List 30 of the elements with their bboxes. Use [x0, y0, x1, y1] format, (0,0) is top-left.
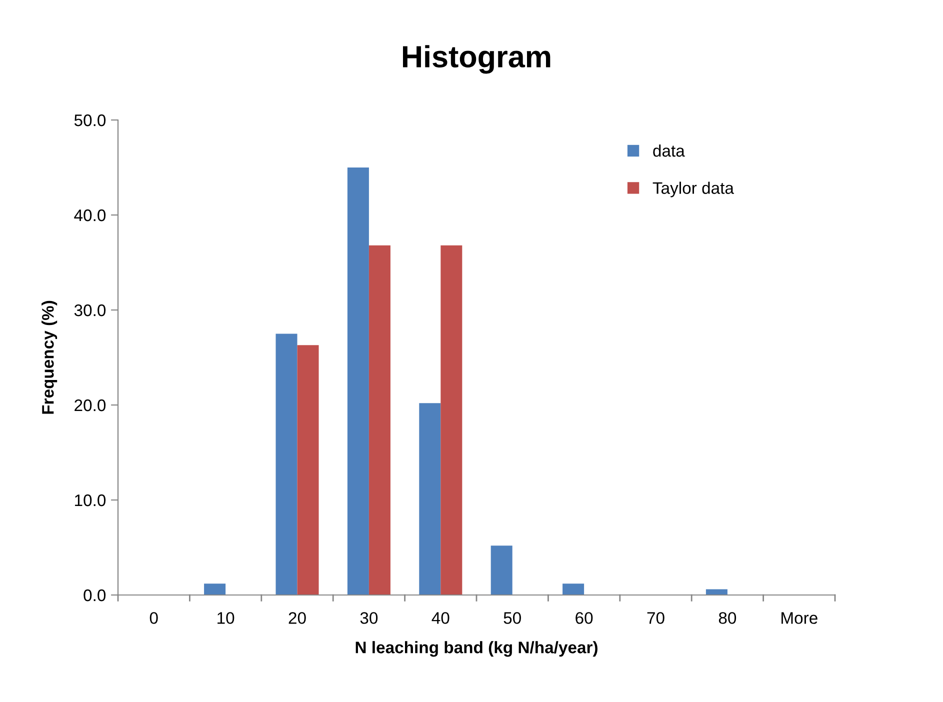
y-tick-label: 10.0	[75, 494, 106, 506]
bar	[368, 245, 390, 595]
y-tick-label: 50.0	[74, 114, 106, 126]
x-tick-label: 70	[647, 612, 664, 624]
y-axis-title: Frequency (%)	[42, 300, 58, 414]
bar	[204, 584, 226, 595]
x-tick-label: 40	[432, 612, 450, 624]
bar	[297, 345, 319, 595]
x-tick-label: 30	[360, 612, 378, 624]
x-tick-label: 20	[288, 612, 306, 624]
bar	[440, 245, 462, 595]
x-tick-label: 60	[576, 612, 593, 624]
legend-label: Taylor data	[652, 182, 734, 198]
x-tick-label: 50	[504, 612, 521, 624]
y-tick-label: 40.0	[74, 209, 106, 222]
legend-label: data	[653, 144, 685, 157]
y-tick-label: 20.0	[74, 399, 106, 412]
y-tick-label: 0.0	[84, 589, 106, 602]
bar	[490, 546, 512, 595]
x-tick-label: More	[782, 612, 818, 624]
x-tick-label: 10	[218, 612, 234, 624]
x-axis-title: N leaching band (kg N/ha/year)	[356, 641, 598, 657]
bar	[562, 584, 584, 595]
x-tick-label: 0	[150, 612, 158, 624]
chart-title: Histogram	[402, 45, 550, 74]
x-tick-label: 80	[718, 612, 736, 624]
bar	[276, 334, 298, 595]
bar	[347, 168, 369, 595]
y-tick-label: 30.0	[74, 304, 106, 316]
bar	[419, 403, 441, 595]
